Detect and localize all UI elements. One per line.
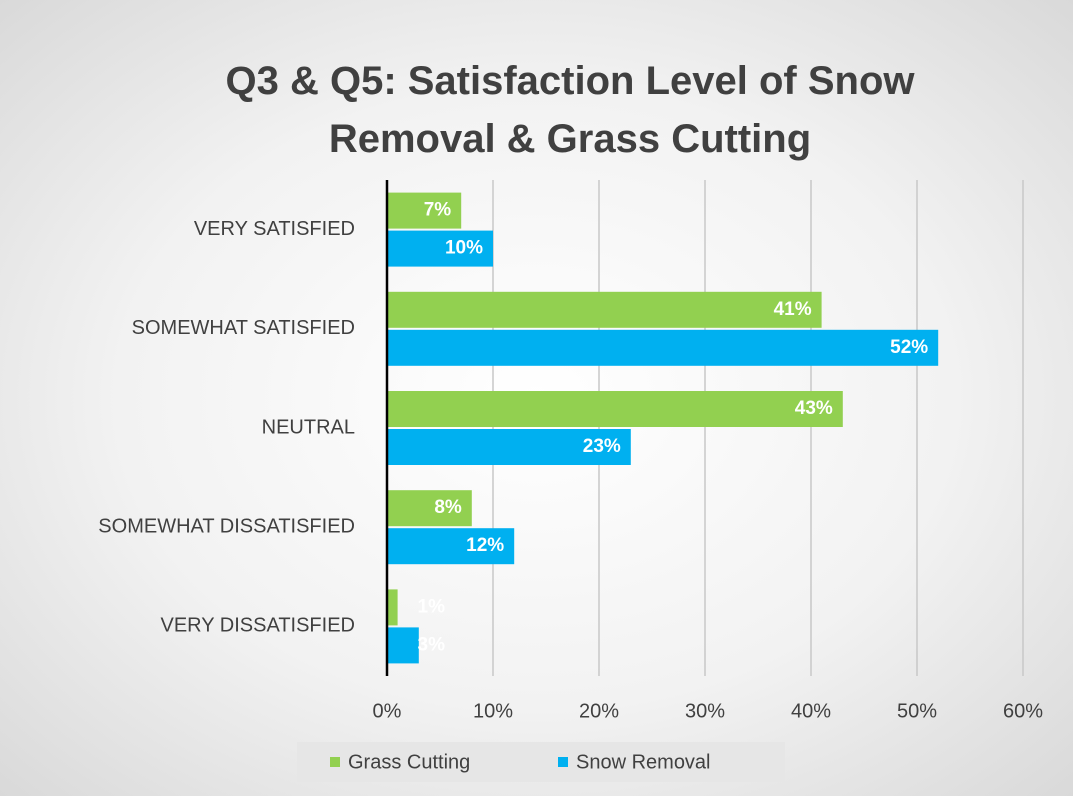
y-tick-label: SOMEWHAT DISSATISFIED — [98, 515, 355, 537]
x-tick-label: 50% — [897, 700, 937, 722]
bar — [387, 490, 472, 527]
y-tick-label: SOMEWHAT SATISFIED — [132, 317, 355, 339]
data-label: 1% — [418, 596, 446, 617]
data-label: 41% — [774, 299, 812, 320]
bar — [387, 291, 822, 328]
x-tick-label: 40% — [791, 700, 831, 722]
chart-title: Q3 & Q5: Satisfaction Level of Snow Remo… — [225, 59, 915, 161]
data-label: 10% — [445, 238, 483, 259]
legend-box — [297, 742, 785, 782]
bar — [387, 528, 515, 565]
bar — [387, 627, 419, 664]
data-label: 23% — [583, 436, 621, 457]
data-label: 3% — [418, 634, 446, 655]
x-tick-label: 60% — [1003, 700, 1043, 722]
data-label: 7% — [424, 200, 452, 221]
data-label: 8% — [434, 497, 462, 518]
legend-label: Snow Removal — [576, 751, 711, 773]
data-label: 43% — [795, 398, 833, 419]
x-tick-label: 20% — [579, 700, 619, 722]
bar — [387, 230, 493, 267]
legend-swatch — [558, 757, 568, 767]
bar — [387, 589, 398, 626]
y-tick-label: VERY DISSATISFIED — [160, 615, 355, 637]
bar — [387, 429, 631, 465]
x-tick-label: 30% — [685, 700, 725, 722]
data-label: 12% — [466, 535, 504, 556]
legend-swatch — [330, 757, 340, 767]
x-tick-label: 10% — [473, 700, 513, 722]
y-tick-label: VERY SATISFIED — [194, 218, 355, 240]
bar — [387, 391, 843, 427]
legend-label: Grass Cutting — [348, 751, 470, 773]
x-tick-label: 0% — [373, 700, 402, 722]
bar — [387, 192, 462, 229]
y-tick-label: NEUTRAL — [262, 416, 355, 438]
bar — [387, 329, 939, 366]
data-label: 52% — [890, 337, 928, 358]
